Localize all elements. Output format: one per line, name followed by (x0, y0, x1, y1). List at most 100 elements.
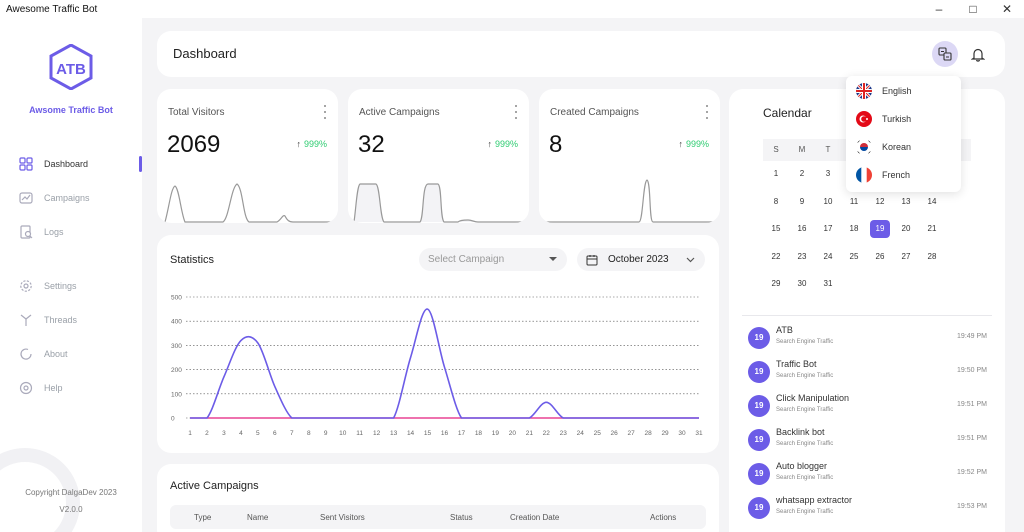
more-options-icon[interactable] (702, 105, 712, 119)
sidebar-item-help[interactable]: Help (0, 377, 142, 399)
calendar-day[interactable]: 21 (927, 224, 937, 233)
sidebar-item-campaigns[interactable]: Campaigns (0, 187, 142, 209)
minimize-icon[interactable]: – (935, 2, 943, 16)
sidebar-item-logs[interactable]: Logs (0, 221, 142, 243)
caret-down-icon (549, 257, 557, 261)
calendar-day[interactable]: 18 (849, 224, 859, 233)
stat-change-value: 999% (685, 139, 709, 149)
x-tick-label: 13 (390, 430, 398, 437)
calendar-day[interactable]: 20 (901, 224, 911, 233)
language-option-french[interactable]: French (846, 161, 961, 189)
sidebar-item-about[interactable]: About (0, 343, 142, 365)
calendar-day[interactable]: 17 (823, 224, 833, 233)
event-day-badge: 19 (748, 395, 770, 417)
x-tick-label: 24 (577, 430, 585, 437)
event-list-item[interactable]: 19 Click Manipulation Search Engine Traffi… (748, 392, 990, 420)
arrow-up-icon: ↑ (296, 139, 301, 149)
calendar-day[interactable]: 14 (927, 196, 937, 206)
calendar-day[interactable]: 28 (927, 251, 937, 261)
sidebar-item-dashboard[interactable]: Dashboard (0, 153, 142, 175)
event-subtitle: Search Engine Traffic (776, 339, 834, 345)
x-tick-label: 17 (458, 430, 466, 437)
x-tick-label: 7 (290, 430, 294, 437)
sidebar-item-label: About (44, 349, 68, 359)
header-bar: Dashboard (157, 31, 1005, 77)
x-tick-label: 28 (644, 430, 652, 437)
stat-change-value: 999% (494, 139, 518, 149)
sidebar-item-threads[interactable]: Threads (0, 309, 142, 331)
calendar-day[interactable]: 22 (771, 251, 781, 261)
dashboard-icon (18, 156, 34, 172)
calendar-day[interactable]: 25 (849, 251, 859, 261)
calendar-day[interactable]: 31 (823, 279, 833, 288)
x-tick-label: 3 (222, 430, 226, 437)
event-list-item[interactable]: 19 ATB Search Engine Traffic 19:49 PM (748, 324, 990, 352)
turkey-flag-icon (856, 111, 872, 127)
stat-card-created-campaigns: Created Campaigns 8 ↑ 999% (539, 89, 720, 223)
calendar-day[interactable]: 11 (849, 196, 859, 206)
calendar-day[interactable]: 15 (771, 224, 781, 233)
calendar-day[interactable]: 16 (797, 224, 807, 233)
calendar-day[interactable]: 1 (773, 169, 779, 178)
notifications-button[interactable] (968, 44, 988, 64)
event-day-badge: 19 (748, 327, 770, 349)
more-options-icon[interactable] (511, 105, 521, 119)
language-name: English (882, 86, 912, 96)
sparkline (539, 179, 720, 223)
language-option-turkish[interactable]: Turkish (846, 105, 961, 133)
sparkline (353, 183, 529, 223)
month-picker[interactable]: October 2023 (577, 248, 705, 271)
calendar-day[interactable]: 23 (797, 251, 807, 261)
calendar-day[interactable]: 3 (825, 169, 831, 178)
x-tick-label: 8 (307, 430, 311, 437)
calendar-day[interactable]: 8 (773, 196, 779, 206)
event-list-item[interactable]: 19 whatsapp extractor Search Engine Traffi… (748, 494, 990, 522)
language-option-korean[interactable]: Korean (846, 133, 961, 161)
calendar-day[interactable]: 13 (901, 196, 911, 206)
window-title: Awesome Traffic Bot (6, 3, 98, 15)
logs-icon (18, 224, 34, 240)
version-text: V2.0.0 (59, 505, 83, 514)
language-button[interactable] (932, 41, 958, 67)
maximize-icon[interactable]: □ (969, 2, 977, 16)
calendar-day[interactable]: 29 (771, 279, 781, 288)
x-tick-label: 14 (407, 430, 415, 437)
event-list-item[interactable]: 19 Traffic Bot Search Engine Traffic 19:50 … (748, 358, 990, 386)
close-icon[interactable]: ✕ (1001, 2, 1013, 16)
x-tick-label: 6 (273, 430, 277, 437)
column-header-type: Type (194, 513, 212, 522)
y-tick-label: 200 (171, 367, 182, 374)
brand-name: Awsome Traffic Bot (29, 105, 113, 115)
sidebar-item-label: Settings (44, 281, 77, 291)
language-option-english[interactable]: English (846, 77, 961, 105)
more-options-icon[interactable] (320, 105, 330, 119)
svg-text:ATB: ATB (56, 61, 86, 78)
y-tick-label: 500 (171, 295, 182, 302)
select-campaign-dropdown[interactable]: Select Campaign (419, 248, 567, 271)
column-header-sent-visitors: Sent Visitors (320, 513, 365, 522)
calendar-day-selected[interactable]: 19 (870, 220, 890, 238)
event-day-badge: 19 (748, 497, 770, 519)
calendar-day[interactable]: 24 (823, 251, 833, 261)
calendar-day[interactable]: 9 (799, 196, 805, 206)
event-day-badge: 19 (748, 429, 770, 451)
calendar-day[interactable]: 26 (875, 251, 885, 261)
sidebar-item-settings[interactable]: Settings (0, 275, 142, 297)
calendar-day[interactable]: 2 (799, 169, 805, 178)
y-tick-label: 100 (171, 391, 182, 398)
event-list-item[interactable]: 19 Backlink bot Search Engine Traffic 19:51… (748, 426, 990, 454)
calendar-day[interactable]: 10 (823, 196, 833, 206)
language-name: Korean (882, 142, 912, 152)
calendar-day[interactable]: 27 (901, 251, 911, 261)
sidebar-item-label: Campaigns (44, 193, 90, 203)
event-name: Click Manipulation (776, 393, 850, 403)
calendar-icon (586, 254, 598, 266)
event-time: 19:52 PM (957, 469, 987, 476)
calendar-day[interactable]: 30 (797, 279, 807, 288)
event-list-item[interactable]: 19 Auto blogger Search Engine Traffic 19:52… (748, 460, 990, 488)
stat-label: Created Campaigns (550, 107, 639, 118)
weekday-label: S (773, 145, 779, 154)
y-tick-label: 300 (171, 343, 182, 350)
translate-icon (938, 47, 952, 61)
calendar-day[interactable]: 12 (875, 196, 885, 206)
